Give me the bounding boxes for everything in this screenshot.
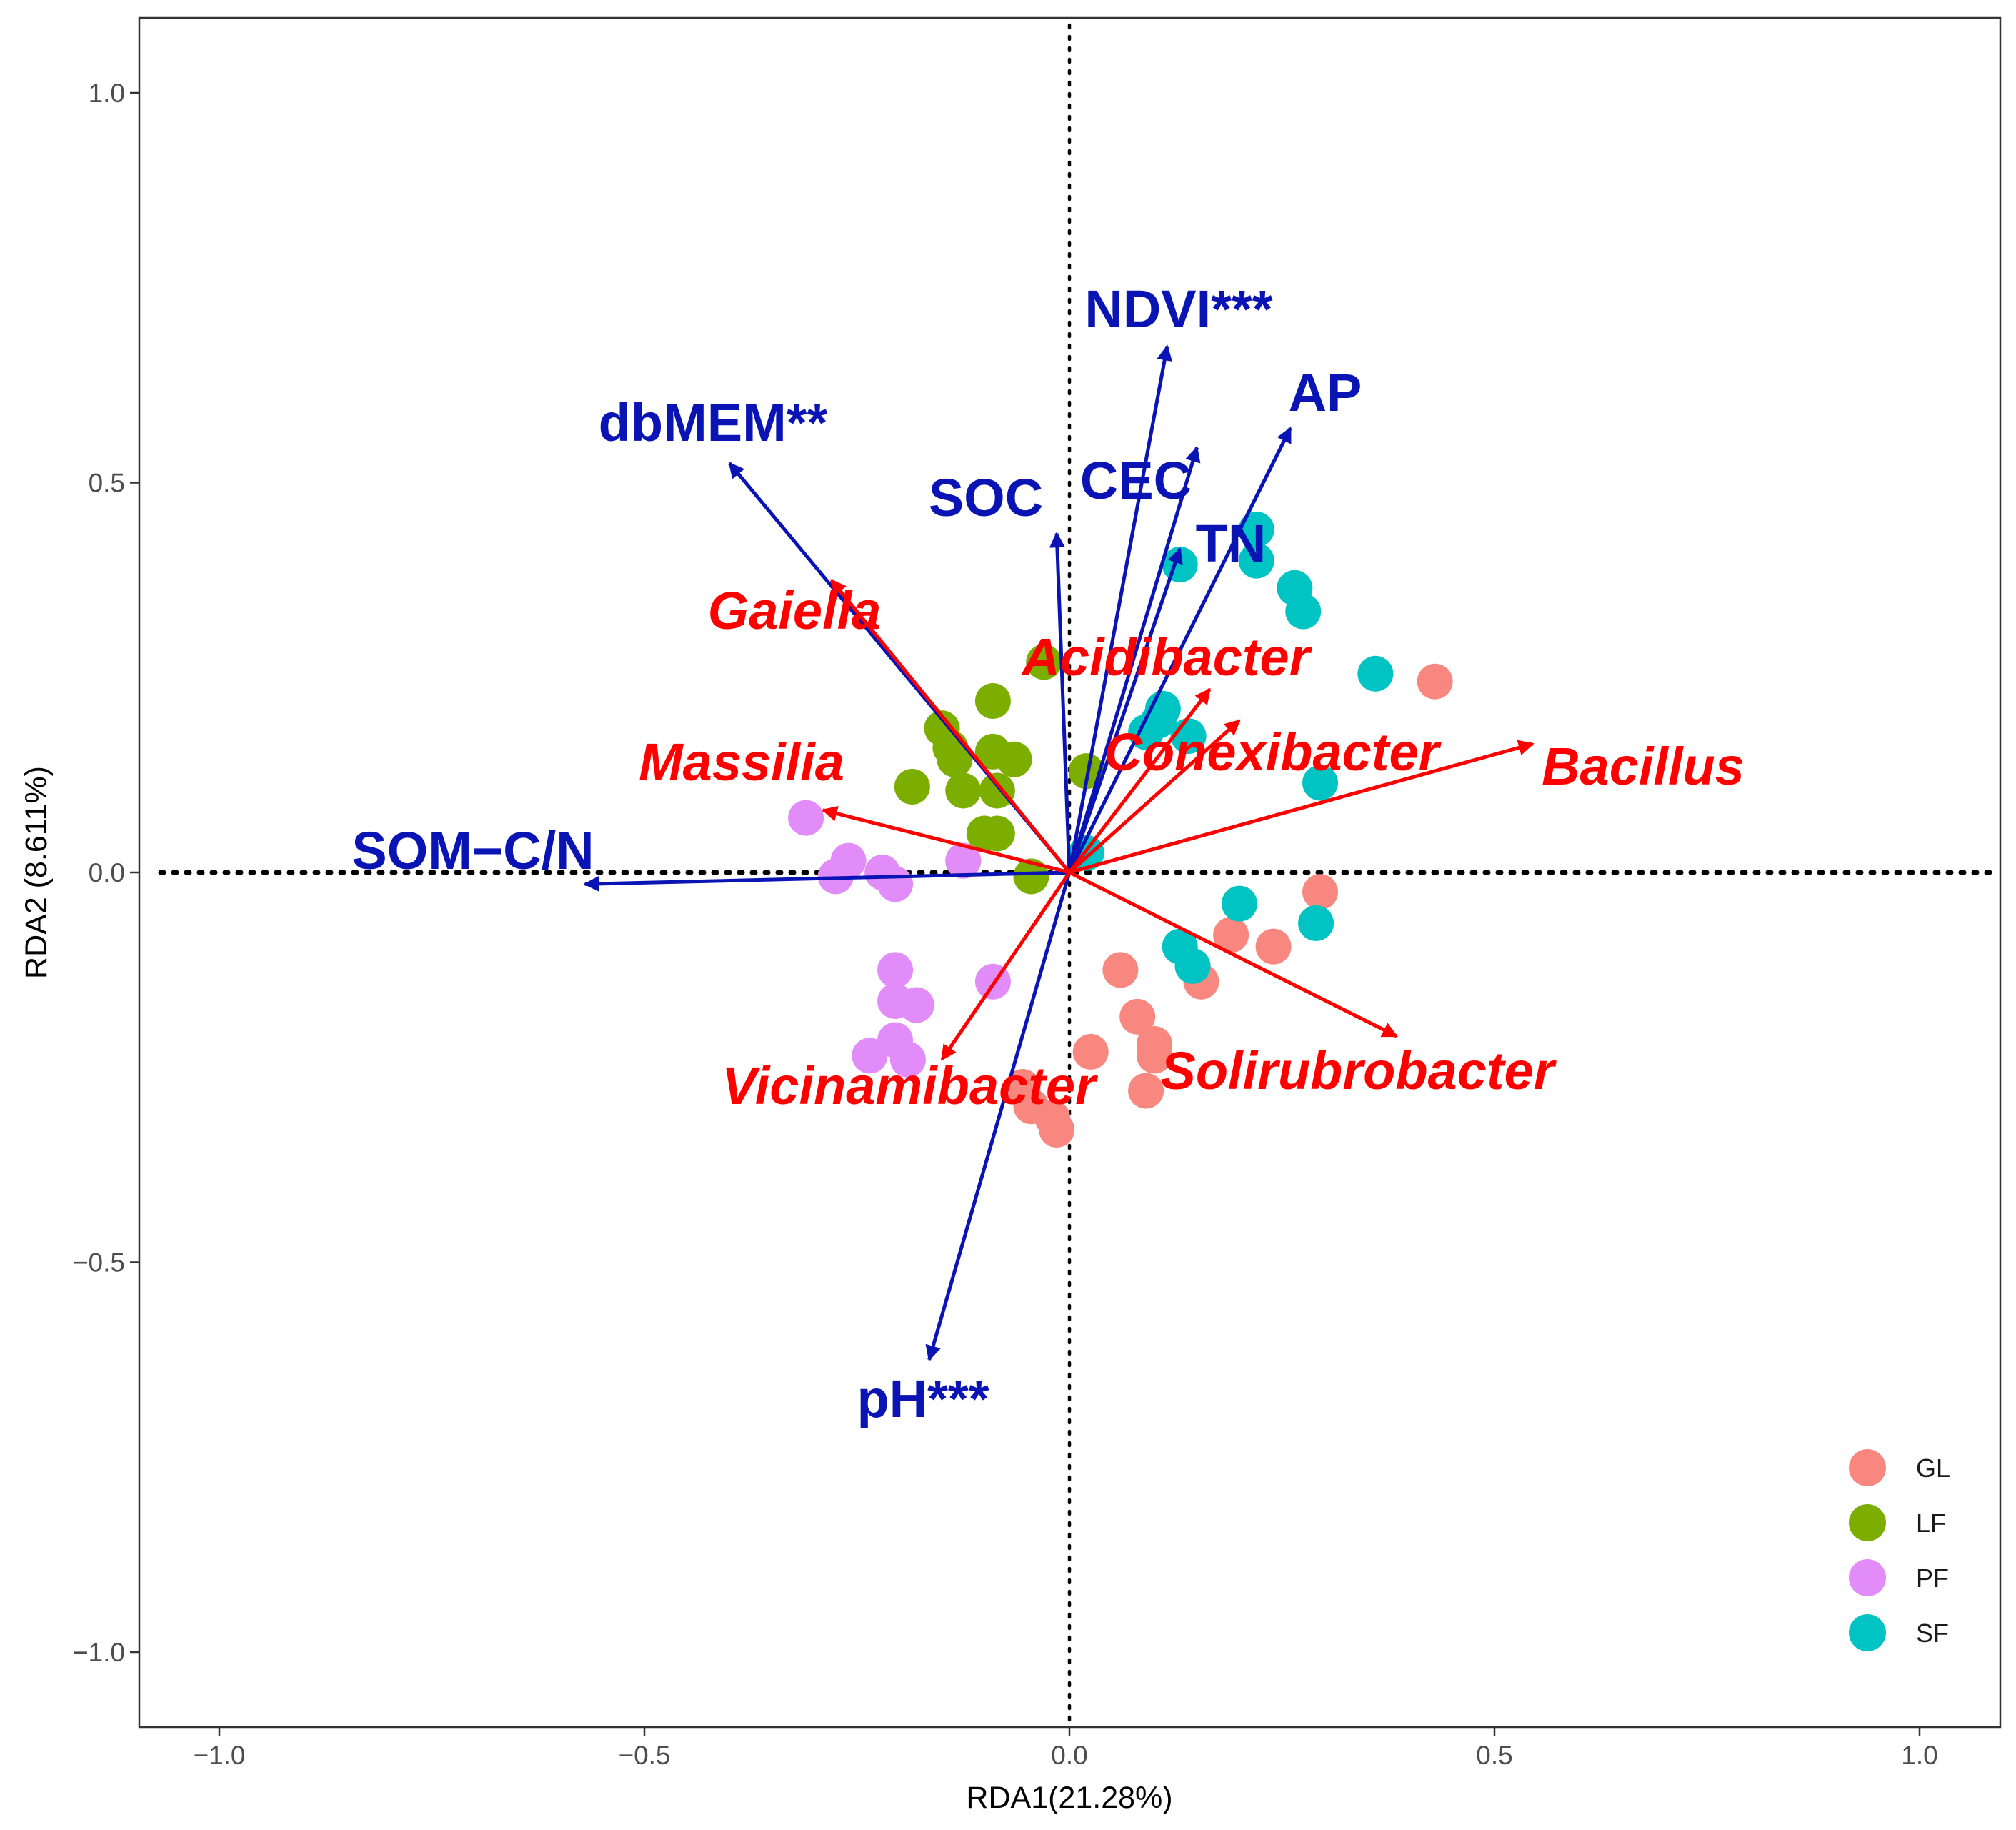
point-sf: [1238, 542, 1274, 579]
species-label-massilia: Massilia: [639, 732, 844, 792]
species-arrow-vicinamibacter: [940, 871, 1072, 1061]
point-lf: [945, 772, 982, 809]
env-arrow-ph: [925, 872, 1072, 1361]
species-label-vicinamibacter: Vicinamibacter: [722, 1056, 1099, 1115]
point-lf: [996, 741, 1032, 777]
species-label-acidibacter: Acidibacter: [1020, 627, 1312, 687]
species-label-solirubrobacter: Solirubrobacter: [1161, 1041, 1557, 1100]
species-label-bacillus: Bacillus: [1542, 737, 1745, 796]
sample-points: [788, 511, 1453, 1148]
x-tick-label: 0.5: [1476, 1741, 1512, 1770]
point-sf: [1174, 948, 1211, 984]
species-arrow-bacillus: [1069, 740, 1535, 875]
point-gl: [1072, 1033, 1109, 1070]
env-arrow-soc: [1049, 532, 1072, 873]
point-pf: [889, 1041, 926, 1078]
point-sf: [1357, 655, 1394, 692]
point-sf: [1302, 765, 1339, 801]
point-lf: [894, 768, 930, 805]
legend-label-pf: PF: [1916, 1563, 1949, 1593]
point-gl: [1119, 998, 1156, 1035]
env-arrow-ap: [1067, 427, 1292, 874]
legend-label-lf: LF: [1916, 1508, 1946, 1538]
y-tick-label: 1.0: [89, 79, 125, 108]
arrow-labels: NDVI*** AP CEC SOC TN dbMEM** SOM−C/N pH*** Gaie…: [351, 279, 1745, 1428]
env-arrow-ndvi: [1067, 344, 1173, 873]
point-lf: [979, 772, 1015, 809]
point-gl: [1137, 1038, 1172, 1074]
x-axis-ticks: −1.0 −0.5 0.0 0.5 1.0: [193, 1727, 1938, 1770]
point-lf: [979, 815, 1015, 852]
point-pf: [877, 952, 914, 988]
point-gl: [1417, 663, 1453, 700]
species-arrow-solirubrobacter: [1068, 870, 1399, 1038]
legend-key-pf: [1849, 1559, 1886, 1596]
y-tick-label: −1.0: [73, 1638, 125, 1667]
legend-key-gl: [1849, 1449, 1886, 1486]
point-gl: [1302, 874, 1339, 910]
point-gl: [1102, 952, 1139, 988]
env-arrow-cec: [1067, 446, 1201, 873]
species-arrow-massilia: [821, 805, 1070, 875]
env-label-ph: pH***: [857, 1369, 989, 1428]
y-tick-label: 0.0: [89, 858, 125, 887]
point-lf: [937, 741, 973, 777]
y-tick-label: −0.5: [73, 1248, 125, 1278]
point-gl: [1128, 1073, 1164, 1109]
species-label-gaiella: Gaiella: [708, 581, 882, 640]
legend-label-gl: GL: [1916, 1453, 1950, 1483]
env-label-cec: CEC: [1080, 451, 1192, 510]
y-axis-ticks: −1.0 −0.5 0.0 0.5 1.0: [73, 79, 139, 1667]
legend-key-lf: [1849, 1504, 1886, 1541]
env-label-ap: AP: [1289, 363, 1362, 422]
point-lf: [1026, 644, 1062, 680]
point-pf: [852, 1038, 888, 1074]
point-pf: [898, 987, 934, 1023]
env-arrow-som-c-n: [583, 870, 1070, 892]
species-arrow-conexibacter: [1068, 719, 1241, 874]
env-label-som-c-n: SOM−C/N: [351, 821, 594, 880]
species-arrow-gaiella: [829, 579, 1071, 874]
point-lf: [974, 682, 1011, 719]
point-lf: [1013, 858, 1049, 895]
point-pf: [877, 866, 914, 902]
species-arrow-acidibacter: [1068, 687, 1212, 874]
x-tick-label: 1.0: [1901, 1741, 1937, 1770]
point-pf: [945, 842, 982, 879]
env-label-soc: SOC: [929, 468, 1043, 527]
point-gl: [1213, 917, 1249, 953]
point-sf: [1128, 714, 1164, 750]
x-tick-label: −1.0: [193, 1741, 245, 1770]
species-label-conexibacter: Conexibacter: [1104, 722, 1442, 782]
y-axis-title: RDA2 (8.611%): [19, 766, 54, 979]
env-label-dbmem: dbMEM**: [599, 393, 828, 452]
y-tick-label: 0.5: [89, 469, 125, 498]
x-axis-title: RDA1(21.28%): [966, 1781, 1172, 1815]
point-sf: [1298, 905, 1334, 941]
env-label-tn: TN: [1196, 514, 1267, 573]
legend: GL LF PF SF: [1849, 1449, 1950, 1651]
point-sf: [1222, 885, 1257, 922]
x-tick-label: −0.5: [618, 1741, 670, 1770]
point-sf: [1238, 511, 1274, 547]
x-tick-label: 0.0: [1051, 1741, 1087, 1770]
point-pf: [788, 800, 824, 836]
point-gl: [1039, 1112, 1075, 1148]
point-sf: [1285, 593, 1322, 630]
legend-key-sf: [1849, 1614, 1886, 1651]
species-arrows: [821, 579, 1535, 1061]
legend-label-sf: SF: [1916, 1618, 1949, 1648]
point-gl: [1255, 928, 1292, 965]
env-arrow-tn: [1067, 547, 1183, 873]
env-label-ndvi: NDVI***: [1084, 279, 1272, 339]
